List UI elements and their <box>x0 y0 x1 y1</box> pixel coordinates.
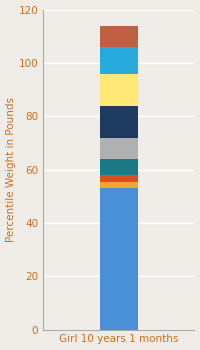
Bar <box>100 26 138 47</box>
Bar <box>100 47 138 74</box>
Bar <box>100 106 138 138</box>
Bar <box>100 182 138 188</box>
Bar <box>100 188 138 330</box>
Y-axis label: Percentile Weight in Pounds: Percentile Weight in Pounds <box>6 97 16 242</box>
Bar <box>100 175 138 182</box>
Bar <box>100 74 138 106</box>
Bar <box>100 159 138 175</box>
Bar <box>100 138 138 159</box>
